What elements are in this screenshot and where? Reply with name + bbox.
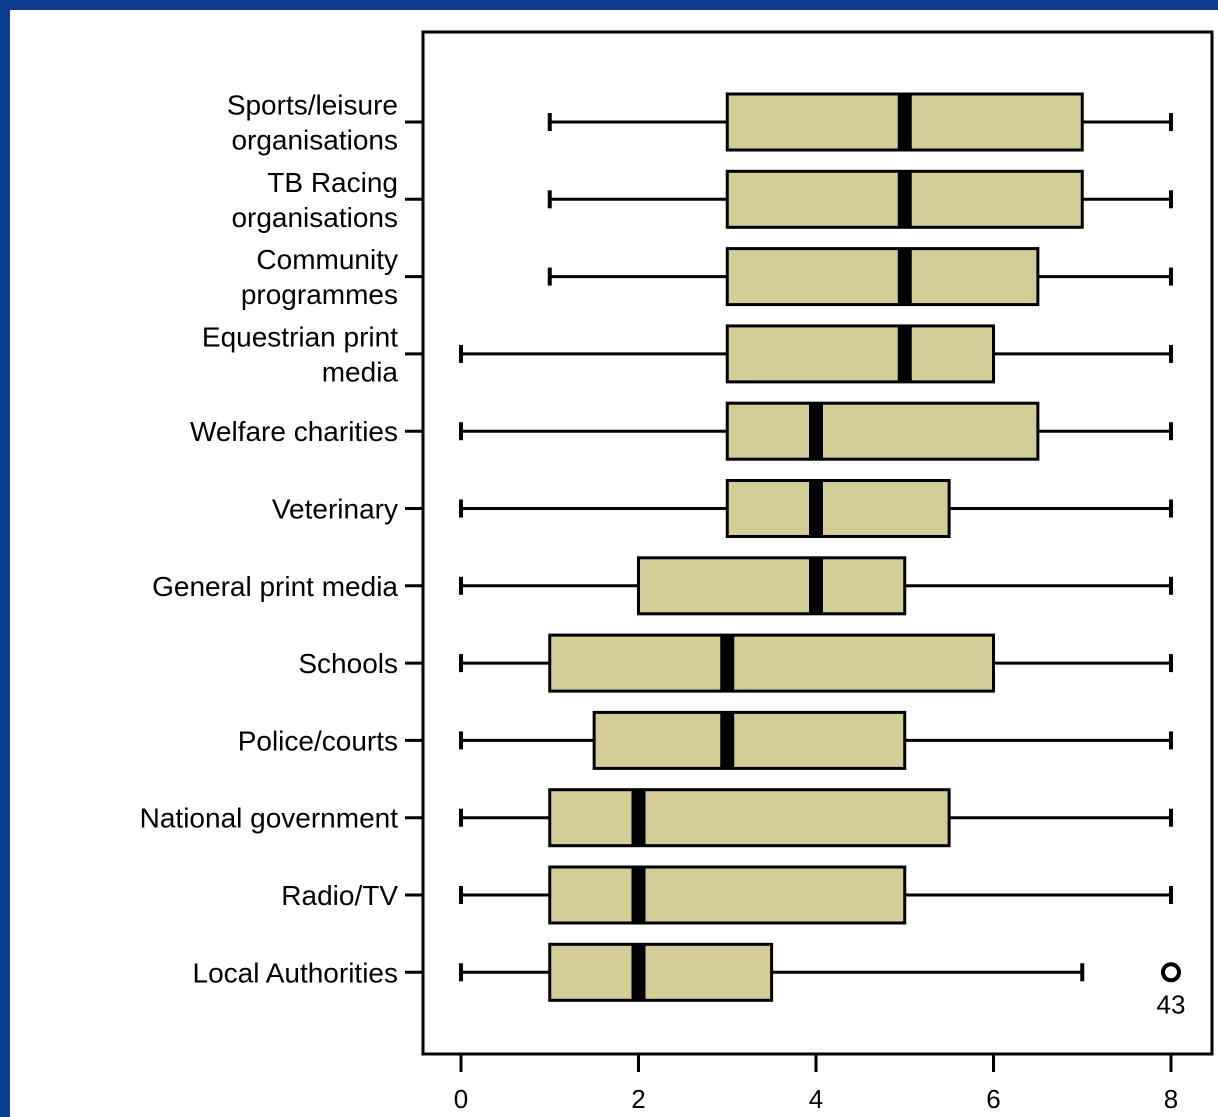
- iqr-box: [725, 247, 1040, 307]
- category-label: organisations: [231, 202, 398, 233]
- iqr-box: [637, 556, 907, 616]
- x-tick-label: 8: [1164, 1084, 1178, 1114]
- boxplot-row: [405, 169, 1173, 229]
- median-bar: [897, 171, 912, 228]
- x-tick-label: 4: [809, 1084, 823, 1114]
- x-tick-label: 6: [986, 1084, 1000, 1114]
- median-bar: [897, 94, 912, 150]
- boxplot-row: 43: [405, 942, 1186, 1019]
- outlier-label: 43: [1157, 989, 1186, 1019]
- median-bar: [809, 557, 823, 614]
- median-bar: [631, 944, 646, 1001]
- median-bar: [720, 712, 735, 769]
- boxplot-row: [405, 788, 1173, 848]
- boxplot-row: [405, 865, 1173, 925]
- category-label: Local Authorities: [193, 957, 398, 988]
- iqr-box: [548, 633, 995, 693]
- median-bar: [897, 248, 912, 305]
- category-label: organisations: [231, 125, 398, 156]
- median-bar: [720, 635, 735, 692]
- boxplot-row: [405, 401, 1173, 461]
- median-bar: [809, 480, 823, 537]
- boxplot-row: [405, 710, 1173, 770]
- category-label: TB Racing: [267, 167, 398, 198]
- iqr-box: [548, 788, 951, 848]
- category-label: Equestrian print: [202, 321, 398, 352]
- boxplot-row: [405, 324, 1173, 384]
- iqr-box: [725, 479, 951, 538]
- x-tick-label: 0: [454, 1084, 468, 1114]
- category-label: media: [322, 356, 399, 387]
- outlier-point: [1161, 962, 1181, 983]
- x-axis: 0 2 4 6 8: [454, 1054, 1178, 1114]
- category-label: Radio/TV: [281, 880, 398, 911]
- boxplot-row: [405, 633, 1173, 693]
- median-bar: [631, 789, 646, 846]
- category-label: General print media: [152, 571, 398, 602]
- boxplot-row: [405, 479, 1173, 538]
- category-labels: Sports/leisure organisations TB Racing orga…: [140, 90, 399, 989]
- iqr-box: [592, 710, 907, 770]
- boxplot-chart: 43 Sports/leisure organisations TB Racing o…: [140, 30, 1214, 1114]
- category-label: Community: [256, 244, 398, 275]
- iqr-box: [725, 324, 995, 384]
- boxplot-row: [405, 556, 1173, 616]
- boxplot-row: [405, 92, 1173, 152]
- boxplot-row: [405, 247, 1173, 307]
- iqr-box: [548, 942, 774, 1002]
- median-bar: [897, 325, 912, 382]
- iqr-box: [548, 865, 907, 925]
- category-label: Police/courts: [238, 725, 398, 756]
- median-bar: [809, 403, 823, 460]
- boxplot-marks: 43: [405, 92, 1186, 1019]
- category-label: National government: [140, 803, 399, 834]
- category-label: Veterinary: [272, 494, 398, 525]
- category-label: Sports/leisure: [227, 90, 398, 121]
- x-tick-label: 2: [631, 1084, 645, 1114]
- median-bar: [631, 867, 646, 923]
- category-label: programmes: [241, 279, 398, 310]
- category-label: Welfare charities: [190, 416, 398, 447]
- iqr-box: [725, 401, 1040, 461]
- slide-background: 43 Sports/leisure organisations TB Racing o…: [10, 10, 1218, 1117]
- category-label: Schools: [298, 648, 398, 679]
